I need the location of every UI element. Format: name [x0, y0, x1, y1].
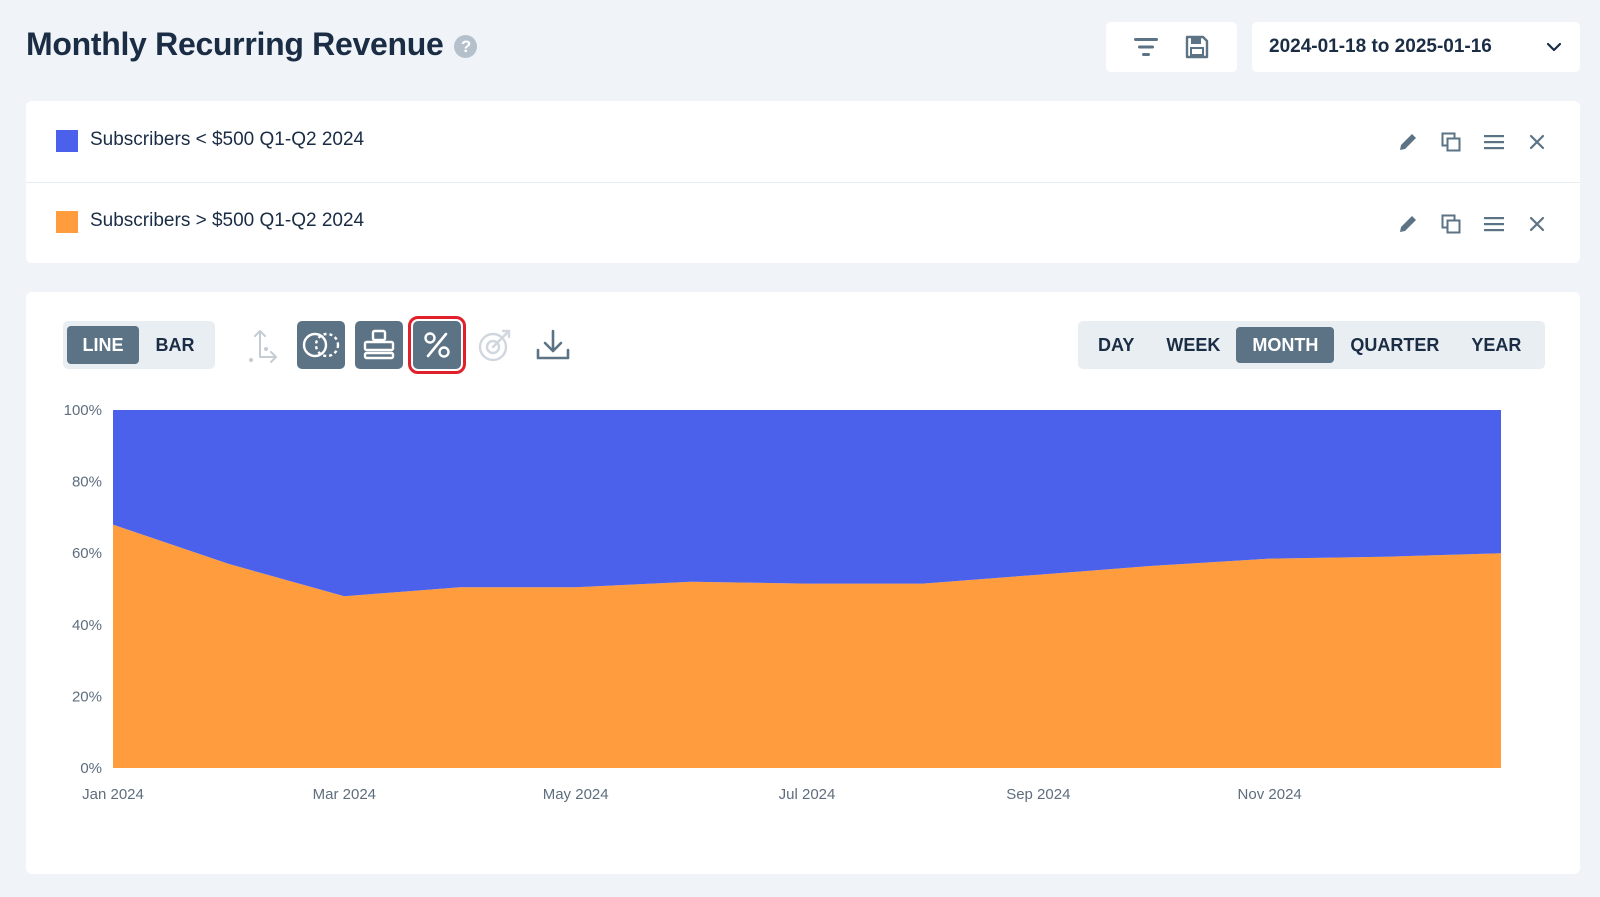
- chart-type-toggle: LINE BAR: [63, 321, 215, 369]
- remove-segment-button[interactable]: [1522, 127, 1552, 157]
- y-tick-label: 20%: [72, 688, 102, 705]
- pencil-icon: [1400, 216, 1416, 232]
- period-day-button[interactable]: DAY: [1098, 334, 1135, 355]
- question-circle-icon[interactable]: ?: [454, 35, 478, 58]
- page-title: Monthly Recurring Revenue ?: [26, 26, 478, 63]
- y-tick-label: 80%: [72, 474, 102, 491]
- series-area-1: [113, 410, 1501, 597]
- overlap-circles-icon: [302, 332, 340, 358]
- segment-menu-button[interactable]: [1479, 127, 1509, 157]
- target-icon: [478, 329, 511, 362]
- hamburger-icon: [1484, 217, 1504, 232]
- period-selector: DAY WEEK MONTH QUARTER YEAR: [1078, 321, 1545, 369]
- close-icon: [1529, 134, 1545, 150]
- header-actions: [1106, 22, 1237, 72]
- chart-panel: LINE BAR DAY WEEK MONTH QUARTER YEAR 0% 2…: [26, 292, 1580, 874]
- goal-button[interactable]: [471, 321, 519, 369]
- pencil-icon: [1400, 134, 1416, 150]
- filter-button[interactable]: [1128, 29, 1164, 65]
- segment-color-swatch: [56, 211, 78, 233]
- x-tick-label: Nov 2024: [1238, 786, 1302, 803]
- save-button[interactable]: [1179, 29, 1215, 65]
- date-range-value: 2024-01-18 to 2025-01-16: [1269, 36, 1492, 57]
- y-tick-label: 40%: [72, 617, 102, 634]
- y-tick-label: 0%: [80, 760, 102, 777]
- edit-segment-button[interactable]: [1393, 209, 1423, 239]
- stack-button[interactable]: [355, 321, 403, 369]
- stacked-area-chart: 0% 20% 40% 60% 80% 100% Jan 2024 Mar 2024 May 20…: [64, 402, 1501, 803]
- close-icon: [1529, 216, 1545, 232]
- period-week-button[interactable]: WEEK: [1166, 334, 1221, 355]
- line-chart-button[interactable]: LINE: [67, 326, 139, 364]
- segment-row: Subscribers > $500 Q1-Q2 2024: [26, 182, 1580, 263]
- floppy-disk-icon: [1186, 35, 1209, 59]
- segment-menu-button[interactable]: [1479, 209, 1509, 239]
- axis-toggle-button[interactable]: [239, 321, 287, 369]
- percent-toggle-button[interactable]: [408, 316, 466, 374]
- segment-label: Subscribers > $500 Q1-Q2 2024: [90, 210, 365, 231]
- x-tick-label: May 2024: [543, 786, 609, 803]
- percent-icon: [424, 332, 450, 358]
- download-button[interactable]: [529, 321, 577, 369]
- segment-list: Subscribers < $500 Q1-Q2 2024 Subscriber…: [26, 101, 1580, 263]
- copy-icon: [1441, 132, 1461, 152]
- date-range-dropdown[interactable]: 2024-01-18 to 2025-01-16: [1252, 22, 1580, 72]
- header: Monthly Recurring Revenue ? 2024-01-18 t…: [26, 22, 1580, 74]
- period-year-button[interactable]: YEAR: [1471, 334, 1522, 355]
- download-icon: [536, 329, 570, 360]
- segment-actions: [1393, 209, 1552, 239]
- period-month-button[interactable]: MONTH: [1236, 327, 1335, 363]
- page-title-text: Monthly Recurring Revenue: [26, 26, 444, 62]
- duplicate-segment-button[interactable]: [1436, 209, 1466, 239]
- y-tick-label: 100%: [64, 402, 102, 419]
- x-tick-label: Jan 2024: [82, 786, 144, 803]
- axis-icon: [249, 330, 277, 363]
- period-quarter-button[interactable]: QUARTER: [1350, 334, 1440, 355]
- stack-icon: [363, 329, 395, 360]
- segment-label: Subscribers < $500 Q1-Q2 2024: [90, 128, 365, 150]
- remove-segment-button[interactable]: [1522, 209, 1552, 239]
- x-tick-label: Sep 2024: [1006, 786, 1070, 803]
- x-tick-label: Jul 2024: [779, 786, 836, 803]
- x-tick-label: Mar 2024: [313, 786, 376, 803]
- series-area-0: [113, 524, 1501, 768]
- hamburger-icon: [1484, 135, 1504, 150]
- segment-actions: [1393, 127, 1552, 157]
- segment-row: Subscribers < $500 Q1-Q2 2024: [26, 101, 1580, 182]
- bar-chart-button[interactable]: BAR: [155, 334, 195, 355]
- copy-icon: [1441, 214, 1461, 234]
- chevron-down-icon: [1546, 42, 1562, 52]
- segment-color-swatch: [56, 129, 78, 152]
- duplicate-segment-button[interactable]: [1436, 127, 1466, 157]
- overlap-button[interactable]: [297, 321, 345, 369]
- y-tick-label: 60%: [72, 545, 102, 562]
- edit-segment-button[interactable]: [1393, 127, 1423, 157]
- filter-icon: [1133, 38, 1158, 56]
